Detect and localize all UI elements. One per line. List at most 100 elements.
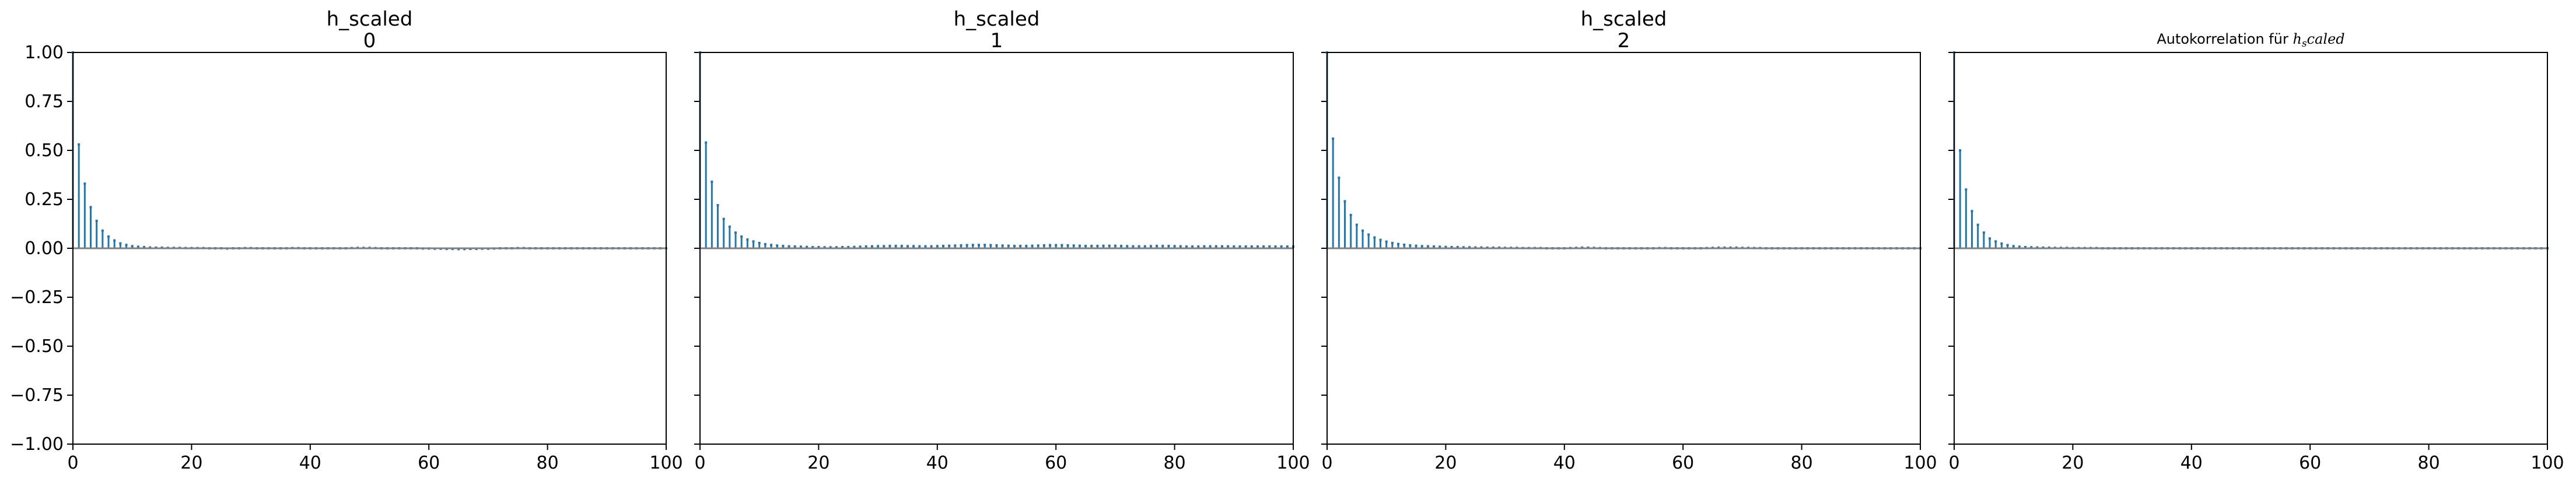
- panel-0-ytick-label: −0.50: [10, 336, 64, 357]
- panel-2-acf-point: [1338, 177, 1340, 180]
- panel-1-acf-point: [894, 244, 897, 247]
- panel-0-acf-point: [101, 229, 104, 232]
- panel-3-acf-point: [2024, 245, 2027, 248]
- panel-1-acf-point: [1120, 244, 1123, 247]
- panel-1-acf-point: [1042, 244, 1045, 247]
- panel-1-acf-point: [1256, 245, 1259, 248]
- panel-1-acf-point: [1244, 245, 1247, 248]
- panel-1-acf-point: [811, 245, 814, 248]
- panel-3-acf-point: [1982, 231, 1985, 234]
- panel-2-acf-point: [1468, 246, 1471, 249]
- panel-0-frame: [72, 52, 667, 445]
- panel-0-acf-point: [107, 235, 110, 238]
- panel-3-acf-point: [2030, 246, 2033, 249]
- panel-0-acf-point: [136, 245, 139, 248]
- panel-1-acf-point: [1055, 244, 1058, 247]
- panel-1-acf-point: [1037, 244, 1040, 247]
- panel-1-acf-point: [776, 244, 779, 247]
- panel-1-acf-point: [1049, 244, 1052, 247]
- panel-2-acf-point: [1462, 246, 1465, 249]
- panel-1-acf-point: [1214, 245, 1217, 248]
- panel-1-acf-point: [1209, 245, 1212, 248]
- panel-1-xtick-label: 20: [807, 453, 830, 473]
- panel-1: h_scaled 1 0 20 40 60 80 100: [694, 8, 1310, 473]
- panel-1-acf-point: [888, 244, 891, 247]
- panel-1-acf-point: [1066, 244, 1069, 247]
- panel-1-acf-point: [788, 245, 790, 248]
- panel-1-acf-point: [1161, 244, 1164, 247]
- panel-3-acf-point: [2000, 242, 2003, 245]
- panel-1-acf-point: [764, 242, 766, 245]
- panel-1-acf-point: [995, 244, 998, 247]
- panel-1-acf-point: [1090, 244, 1093, 247]
- panel-0: h_scaled 0 0 20 40 60 80 1001.000.750.500.250…: [10, 8, 683, 473]
- panel-2-acf-point: [1343, 200, 1346, 203]
- panel-3-title-prefix: Autokorrelation für: [2157, 31, 2292, 47]
- panel-1-acf-point: [900, 244, 903, 247]
- panel-3-xtick-label: 0: [1948, 453, 1959, 473]
- panel-3-xtick-label: 60: [2299, 453, 2321, 473]
- panel-1-acf-point: [870, 245, 873, 248]
- panel-1-acf-point: [960, 244, 963, 247]
- panel-1-acf-point: [930, 245, 933, 248]
- panel-3-acf-point: [1965, 188, 1968, 191]
- panel-0-title-line-2: 0: [363, 29, 376, 52]
- panel-1-acf-point: [705, 141, 708, 144]
- panel-1-acf-point: [1132, 245, 1135, 248]
- panel-0-ytick-label: 0.50: [24, 140, 64, 161]
- panel-1-acf-point: [806, 245, 808, 248]
- panel-1-acf-point: [1149, 245, 1152, 248]
- panel-2-xtick-label: 100: [1903, 453, 1937, 473]
- panel-1-acf-point: [770, 244, 773, 247]
- panel-1-acf-point: [942, 244, 944, 247]
- panel-1-acf-point: [1114, 244, 1116, 247]
- panel-1-acf-point: [1060, 244, 1063, 247]
- panel-1-acf-point: [977, 244, 980, 247]
- panel-1-acf-point: [1138, 245, 1140, 248]
- panel-2-xtick-label: 0: [1321, 453, 1332, 473]
- panel-1-xtick-label: 100: [1276, 453, 1310, 473]
- panel-0-xtick-label: 80: [537, 453, 559, 473]
- panel-3-title-math-base: h: [2292, 31, 2301, 47]
- panel-2-acf-point: [1415, 244, 1418, 247]
- panel-2-acf-point: [1420, 245, 1423, 248]
- panel-1-acf-point: [965, 244, 968, 247]
- panel-1-acf-point: [948, 244, 951, 247]
- panel-1-acf-point: [1007, 244, 1010, 247]
- panel-1-acf-point: [936, 245, 939, 248]
- panel-0-acf-point: [83, 182, 86, 185]
- panel-1-acf-point: [1197, 245, 1200, 248]
- panel-1-acf-point: [984, 244, 986, 247]
- panel-1-acf-point: [853, 245, 856, 248]
- panel-1-acf-point: [1167, 244, 1170, 247]
- panel-1-acf-point: [1096, 244, 1099, 247]
- panel-0-acf-point: [119, 242, 122, 245]
- panel-3-title-math-rest: caled: [2307, 31, 2345, 47]
- panel-2-ticks: 0 20 40 60 80 100: [1321, 52, 1937, 473]
- panel-0-ytick-label: −0.25: [10, 287, 64, 308]
- panel-1-acf-point: [1286, 245, 1289, 248]
- panel-1-acf-point: [1185, 245, 1188, 248]
- panel-2-acf-point: [1349, 213, 1352, 216]
- panel-2-acf-point: [1444, 245, 1447, 248]
- panel-2-acf-point: [1385, 240, 1388, 243]
- panel-2-acf-point: [1332, 137, 1335, 140]
- panel-1-acf-point: [1179, 245, 1182, 248]
- panel-1-xtick-label: 0: [694, 453, 705, 473]
- panel-2-acf-point: [1367, 233, 1370, 236]
- panel-1-acf-point: [912, 245, 915, 248]
- panel-1-acf-point: [1274, 245, 1277, 248]
- panel-3-xtick-label: 80: [2418, 453, 2440, 473]
- panel-1-acf-point: [1268, 245, 1271, 248]
- panel-1-acf-point: [1084, 244, 1087, 247]
- panel-1-acf-point: [1108, 244, 1111, 247]
- panel-0-acf-point: [131, 245, 134, 248]
- panel-1-acf-point: [1156, 244, 1158, 247]
- panel-1-acf-point: [1233, 245, 1236, 248]
- panel-3-acf-point: [1989, 237, 1992, 240]
- panel-1-acf-point: [906, 245, 909, 248]
- panel-0-acf-point: [89, 206, 92, 209]
- panel-1-acf-point: [793, 245, 796, 248]
- panel-1-acf-point: [1025, 244, 1028, 247]
